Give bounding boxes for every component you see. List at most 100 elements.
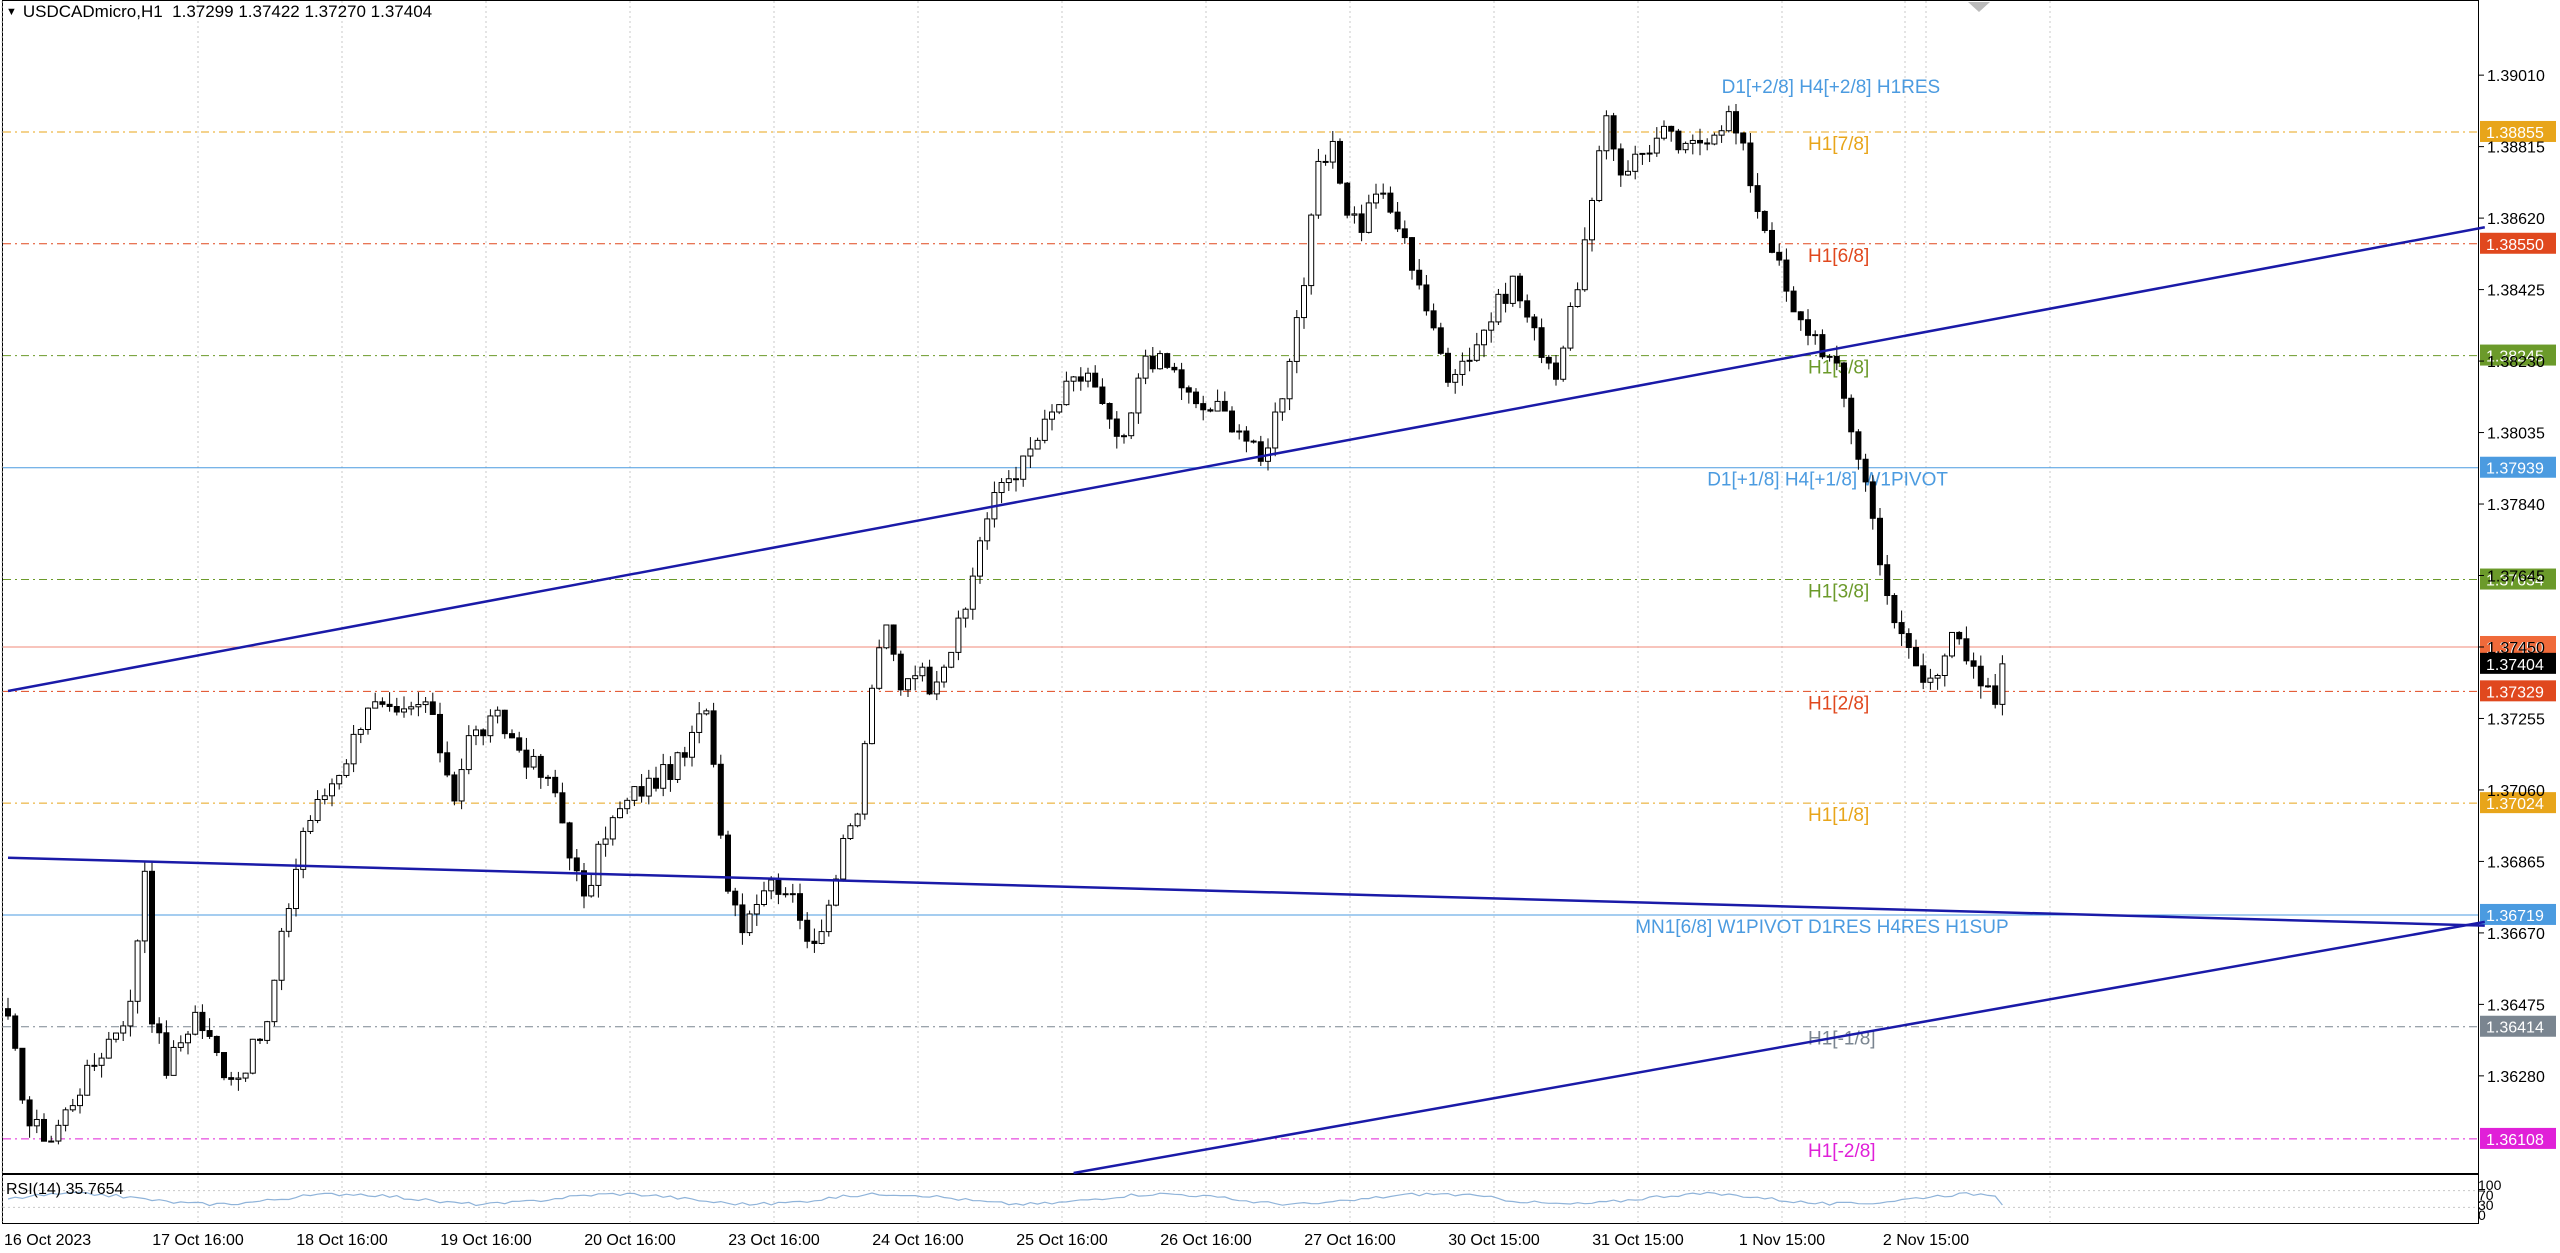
candle-body	[1301, 285, 1307, 319]
candle-body	[242, 1072, 249, 1079]
candle-body	[811, 940, 818, 944]
candle-body	[1200, 403, 1207, 411]
candle-body	[300, 830, 307, 870]
level-label: H1[1/8]	[1808, 805, 1869, 826]
time-axis[interactable]: 16 Oct 2023 17 Oct 16:00 18 Oct 16:00 19 Oc…	[4, 1232, 1969, 1249]
candle-body	[1625, 170, 1631, 176]
candle-body	[566, 822, 573, 859]
candle-body	[494, 709, 501, 717]
rsi-panel-frame	[2, 1174, 2479, 1224]
candle-body	[1805, 319, 1811, 336]
candle-body	[1841, 362, 1847, 399]
candle-body	[962, 608, 969, 619]
candle-body	[26, 1099, 33, 1127]
level-price-tag-label: 1.37329	[2486, 684, 2544, 701]
time-tick-label: 23 Oct 16:00	[728, 1232, 820, 1249]
price-axis[interactable]: 1.36280 1.36475 1.36670 1.36865 1.37060 1.372…	[2478, 68, 2545, 1086]
candle-body	[264, 1021, 271, 1041]
candle-body	[314, 798, 321, 821]
price-tick-label: 1.38620	[2487, 211, 2545, 228]
candle-body	[1135, 377, 1142, 414]
candle-body	[1862, 458, 1869, 483]
candle-body	[847, 825, 854, 840]
candle-body	[717, 763, 724, 836]
candle-body	[1913, 646, 1919, 667]
candle-body	[1344, 182, 1351, 216]
candle-body	[1639, 152, 1646, 155]
price-tick-label: 1.38230	[2487, 354, 2545, 371]
candle-body	[444, 752, 451, 776]
candle-body	[890, 624, 897, 655]
candle-body	[501, 709, 508, 735]
candle-body	[307, 819, 314, 832]
price-tick-label: 1.37255	[2487, 711, 2545, 728]
price-tick-label: 1.36280	[2487, 1069, 2545, 1086]
candle-body	[1538, 327, 1545, 358]
candle-body	[1761, 210, 1768, 231]
candle-body	[797, 893, 803, 921]
candle-body	[552, 776, 559, 794]
level-lines: D1[+2/8] H4[+2/8] H1RES H1[7/8] 1.38855 H1[…	[3, 2, 2556, 1162]
rsi-scale-label: 100	[2478, 1177, 2502, 1193]
candle-body	[588, 884, 595, 897]
candle-body	[905, 678, 911, 691]
candle-body	[1286, 360, 1293, 400]
candle-body	[1077, 376, 1084, 382]
rsi-indicator-label: RSI(14) 35.7654	[6, 1181, 124, 1198]
candle-body	[1380, 192, 1387, 195]
level-price-tag	[2480, 680, 2556, 702]
symbol-label: USDCADmicro,H1	[22, 2, 163, 21]
candle-body	[1754, 185, 1761, 212]
level-label: D1[+2/8] H4[+2/8] H1RES	[1722, 77, 1941, 98]
trendlines[interactable]	[7, 226, 2486, 1175]
candle-body	[1157, 353, 1163, 370]
candle-body	[984, 518, 991, 542]
candle-body	[1718, 130, 1725, 136]
candle-body	[1495, 293, 1502, 323]
time-tick-label: 31 Oct 15:00	[1592, 1232, 1684, 1249]
level-price-tag	[2480, 232, 2556, 254]
candle-body	[1905, 633, 1912, 648]
candle-body	[1524, 300, 1531, 318]
candle-body	[559, 792, 566, 824]
candle-body	[1099, 386, 1106, 404]
candle-body	[969, 575, 976, 610]
candle-body	[1632, 153, 1639, 172]
candle-body	[1085, 372, 1091, 382]
candle-body	[105, 1038, 112, 1059]
candle-body	[149, 870, 155, 1025]
candle-body	[1689, 139, 1696, 144]
candle-body	[285, 908, 292, 932]
price-tick-label: 1.37060	[2487, 783, 2545, 800]
dropdown-triangle-icon[interactable]: ▼	[6, 6, 17, 18]
candle-body	[775, 879, 782, 895]
candle-body	[199, 1011, 206, 1032]
candle-body	[1869, 481, 1876, 519]
candle-body	[62, 1109, 69, 1126]
candle-body	[1394, 211, 1401, 230]
candle-body	[1113, 418, 1120, 437]
candle-body	[1567, 305, 1574, 349]
candle-body	[1178, 369, 1185, 389]
time-tick-label: 1 Nov 15:00	[1739, 1232, 1825, 1249]
price-tick-label: 1.37840	[2487, 497, 2545, 514]
candle-body	[1437, 327, 1444, 354]
candle-body	[1459, 360, 1466, 375]
candle-body	[1610, 115, 1617, 150]
candle-body	[1308, 214, 1315, 287]
candle-body	[1193, 391, 1199, 405]
candle-body	[732, 890, 739, 906]
level-label: H1[6/8]	[1808, 246, 1869, 267]
rsi-scale-label: 0	[2478, 1207, 2486, 1223]
trendline	[1073, 920, 2486, 1175]
price-tick-label: 1.36865	[2487, 854, 2545, 871]
candle-body	[141, 870, 148, 942]
candle-body	[1783, 259, 1790, 292]
candle-body	[1790, 290, 1797, 313]
candle-body	[1027, 448, 1034, 457]
candle-body	[739, 904, 746, 934]
current-price-tag	[2480, 635, 2556, 657]
level-label: H1[7/8]	[1808, 134, 1869, 155]
